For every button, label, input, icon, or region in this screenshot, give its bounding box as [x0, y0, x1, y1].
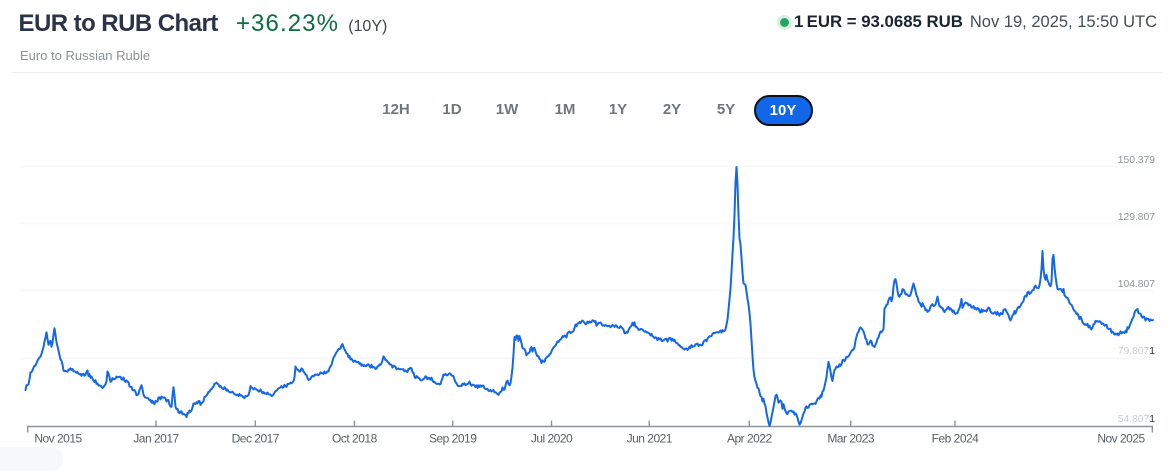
svg-text:Oct 2018: Oct 2018 — [332, 432, 378, 446]
svg-text:79.8071: 79.8071 — [1118, 346, 1156, 357]
svg-text:54.8071: 54.8071 — [1118, 414, 1156, 425]
svg-text:Nov 2025: Nov 2025 — [1097, 432, 1145, 446]
svg-text:Feb 2024: Feb 2024 — [932, 432, 980, 446]
svg-text:Jun 2021: Jun 2021 — [627, 432, 673, 446]
svg-text:Jan 2017: Jan 2017 — [133, 432, 179, 446]
svg-text:150.379: 150.379 — [1118, 155, 1155, 166]
svg-text:Dec 2017: Dec 2017 — [232, 432, 280, 446]
svg-text:Sep 2019: Sep 2019 — [429, 432, 477, 446]
svg-text:Apr 2022: Apr 2022 — [727, 432, 773, 446]
svg-text:Mar 2023: Mar 2023 — [827, 432, 875, 446]
svg-text:Jul 2020: Jul 2020 — [531, 432, 573, 446]
svg-text:104.807: 104.807 — [1118, 279, 1155, 290]
svg-text:129.807: 129.807 — [1118, 212, 1155, 223]
svg-text:Nov 2015: Nov 2015 — [34, 432, 82, 446]
